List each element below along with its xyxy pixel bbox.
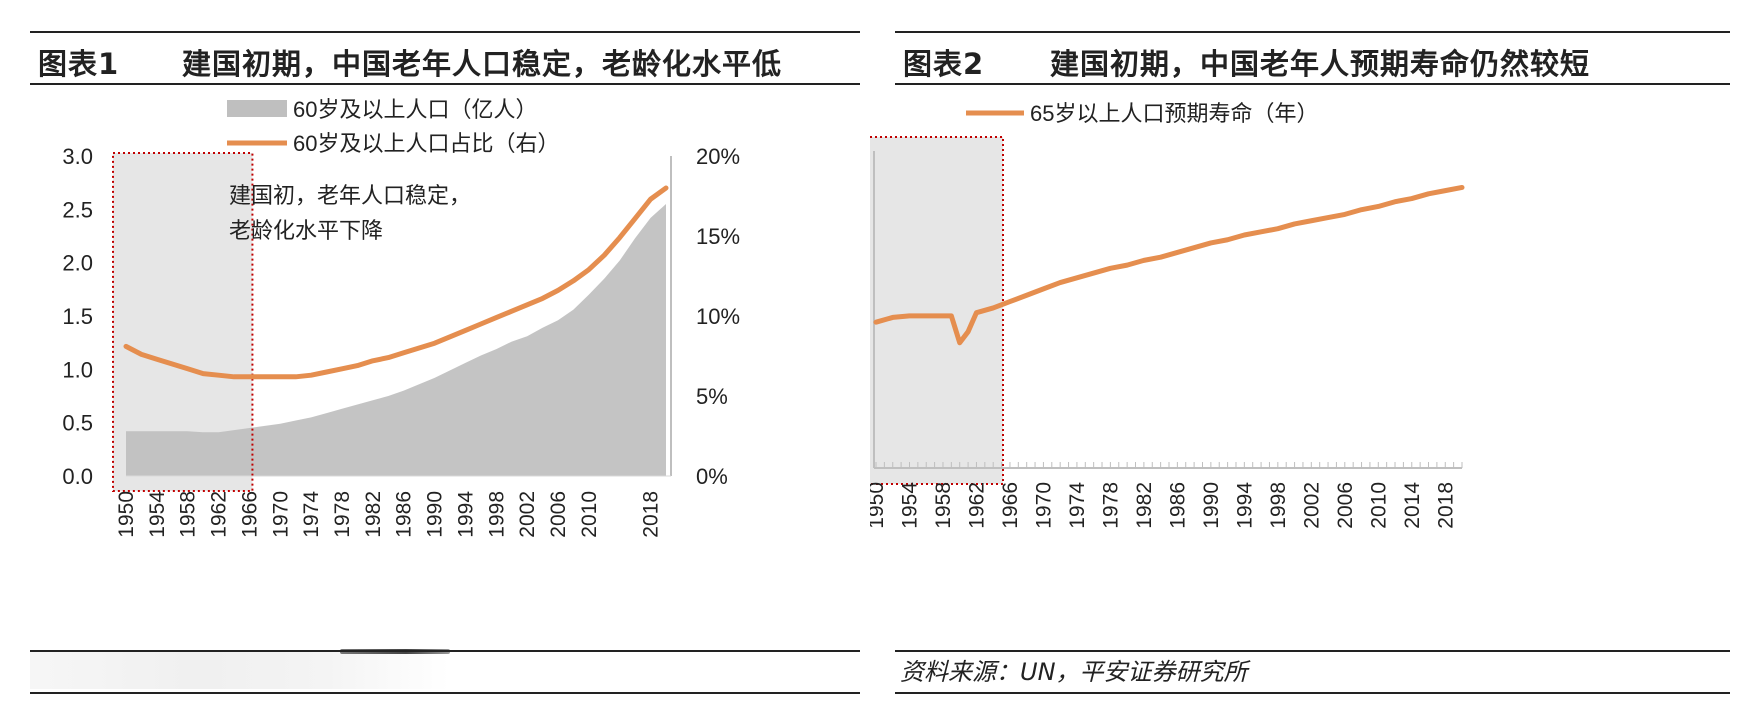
x-tick-label: 2002 [1300,482,1323,529]
left-y-tick-label: 3.0 [62,144,93,169]
x-tick-label: 1990 [424,491,447,538]
x-tick-label: 1966 [238,491,261,538]
figure-2-chart: 0510152019501954195819621966197019741978… [870,101,1465,529]
x-tick-label: 1986 [1166,482,1189,529]
left-y-tick-label: 0.5 [62,411,93,436]
x-tick-label: 1986 [393,491,416,538]
x-tick-label: 1950 [870,482,888,529]
left-y-tick-label: 2.5 [62,197,93,222]
x-tick-label: 1970 [1032,482,1055,529]
x-tick-label: 2010 [1367,482,1390,529]
x-tick-label: 1958 [177,491,200,538]
legend-swatch-area [227,100,287,117]
figure-1-rule-top [30,650,860,652]
right-y-tick-label: 0% [696,464,728,489]
x-tick-label: 1982 [1133,482,1156,529]
series-line-life-expectancy [873,184,1465,346]
x-tick-label: 1966 [999,482,1022,529]
x-tick-label: 2006 [1334,482,1357,529]
figure-2-title-bar: 图表2 建国初期，中国老年人预期寿命仍然较短 [895,31,1730,85]
x-tick-label: 1974 [300,491,323,538]
legend-label-line: 60岁及以上人口占比（右） [293,131,559,156]
x-tick-label: 1990 [1200,482,1223,529]
figure-1-chart: 0.0 0.5 1.0 1.5 2.0 2.5 3.0 0% 5% 10% 15% 20% 1950 19… [62,97,740,538]
figure-1-panel: 图表1 建国初期，中国老年人口稳定，老龄化水平低 0.0 0.5 1.0 1.5 2.0… [30,31,860,694]
right-y-tick-label: 20% [696,144,740,169]
x-tick-label: 1994 [1233,482,1256,529]
x-tick-label: 1954 [146,491,169,538]
x-tick-label: 1978 [1099,482,1122,529]
series-line-elderly-share [123,185,669,380]
x-tick-label: 1994 [454,491,477,538]
left-y-tick-label: 0.0 [62,464,93,489]
x-tick-label: 1970 [269,491,292,538]
x-tick-label: 2010 [578,491,601,538]
series-area-elderly-population [126,204,666,476]
x-tick-label: 2018 [1434,482,1457,529]
figure-2-title: 建国初期，中国老年人预期寿命仍然较短 [1050,47,1591,81]
highlight-border-2 [870,136,1004,485]
figure-1-number: 图表1 [38,47,120,81]
x-tick-label: 2006 [547,491,570,538]
figure-2-source: 资料来源：UN，平安证券研究所 [900,658,1248,686]
x-tick-label: 1950 [115,491,138,538]
x-tick-label: 1962 [965,482,988,529]
annotation-line-1: 建国初，老年人口稳定， [229,183,471,208]
x-tick-label: 1958 [932,482,955,529]
right-y-tick-label: 15% [696,224,740,249]
right-y-tick-label: 10% [696,304,740,329]
highlight-border-1 [112,152,254,492]
x-tick-label: 1998 [485,491,508,538]
figure-2-rule-top [895,650,1730,652]
legend-label-line-2: 65岁以上人口预期寿命（年） [1030,101,1318,126]
annotation-line-2: 老龄化水平下降 [229,218,383,243]
figure-1-title: 建国初期，中国老年人口稳定，老龄化水平低 [182,47,783,81]
figure-1-title-bar: 图表1 建国初期，中国老年人口稳定，老龄化水平低 [30,31,860,85]
legend-label-area: 60岁及以上人口（亿人） [293,97,537,122]
x-tick-label: 2018 [640,491,663,538]
x-tick-label: 1982 [362,491,385,538]
x-tick-label: 2014 [1401,482,1424,529]
x-tick-label: 1962 [208,491,231,538]
figure-2-number: 图表2 [903,47,985,81]
x-tick-label: 1954 [898,482,921,529]
figure-1-source-smudge [30,651,450,689]
figure-2-rule-bottom [895,692,1730,694]
x-tick-label: 1974 [1066,482,1089,529]
figure-2-panel: 图表2 建国初期，中国老年人预期寿命仍然较短 05101520195019541… [870,0,1740,724]
figure-1-rule-bottom [30,692,860,694]
x-tick-label: 1978 [331,491,354,538]
right-y-tick-label: 5% [696,384,728,409]
left-y-tick-label: 1.0 [62,357,93,382]
left-y-tick-label: 2.0 [62,251,93,276]
x-tick-label: 2002 [516,491,539,538]
left-y-tick-label: 1.5 [62,304,93,329]
x-tick-label: 1998 [1267,482,1290,529]
